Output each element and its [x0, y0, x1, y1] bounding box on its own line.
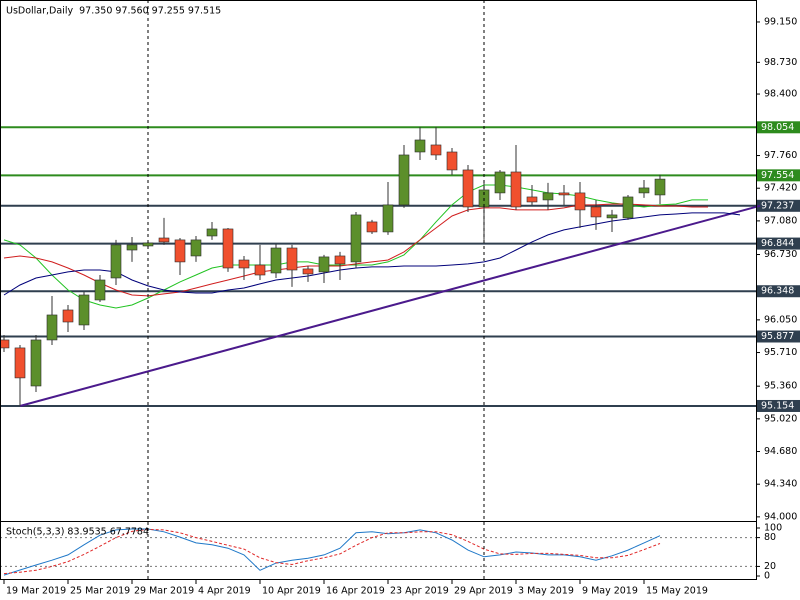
level-label-box: [757, 199, 800, 212]
level-label-box: [757, 399, 800, 412]
candle-body: [254, 264, 266, 276]
candle-body: [158, 237, 170, 243]
candle-body: [526, 196, 538, 203]
candle-body: [574, 192, 586, 211]
candle-body: [414, 139, 426, 153]
y-tick-label: 94.000: [764, 511, 797, 522]
candle-body: [174, 239, 186, 263]
level-label: 96.844: [761, 238, 794, 249]
x-tick-label: 19 Mar 2019: [6, 586, 66, 597]
y-tick-label: 80: [764, 532, 776, 543]
y-tick-label: 97.080: [764, 215, 797, 226]
y-tick-label: 95.710: [764, 347, 797, 358]
x-tick-label: 4 Apr 2019: [198, 586, 251, 597]
main-pane: 99.150 98.730 98.400 97.760 97.420 97.080 96.7…: [0, 16, 800, 522]
level-label: 96.348: [761, 286, 794, 297]
stoch-line: [3, 528, 661, 575]
candle-body: [302, 268, 314, 275]
y-tick-label: 94.340: [764, 479, 797, 490]
candle-body: [238, 259, 250, 269]
candle-body: [142, 242, 154, 247]
x-tick-label: 29 Apr 2019: [454, 586, 513, 597]
y-tick-label: 98.400: [764, 89, 797, 100]
candle-body: [318, 256, 330, 273]
candle-body: [126, 244, 138, 251]
chart-title: UsDollar,Daily 97.350 97.560 97.255 97.5…: [6, 6, 221, 17]
candle-body: [222, 228, 234, 269]
y-tick-label: 0: [764, 571, 770, 582]
y-tick-label: 96.050: [764, 314, 797, 325]
level-label-box: [757, 121, 800, 134]
x-tick-label: 16 Apr 2019: [326, 586, 385, 597]
candle-body: [638, 187, 650, 194]
candle-body: [46, 314, 58, 341]
level-label-box: [757, 285, 800, 298]
level-label: 97.554: [761, 170, 794, 181]
x-tick-label: 3 May 2019: [518, 586, 574, 597]
candle-body: [62, 309, 74, 323]
y-tick-label: 95.020: [764, 413, 797, 424]
candle-body: [382, 204, 394, 233]
candle-body: [14, 347, 26, 379]
candle-body: [558, 192, 570, 196]
y-tick-label: 100: [764, 523, 782, 534]
stoch-frame: [0, 521, 757, 580]
candle-body: [30, 339, 42, 387]
candle-body: [206, 228, 218, 237]
level-label: 95.154: [761, 400, 794, 411]
trendline: [19, 204, 761, 407]
candle-body: [654, 178, 666, 196]
candle-body: [446, 151, 458, 171]
stoch-line: [3, 528, 661, 576]
candle-body: [430, 144, 442, 156]
level-label-box: [757, 169, 800, 182]
level-label: 98.054: [761, 122, 794, 133]
y-tick-label: 99.150: [764, 16, 797, 27]
stoch-title: Stoch(5,3,3) 83.9535 67.7784: [6, 527, 149, 538]
y-tick-label: 97.420: [764, 183, 797, 194]
candle-body: [0, 339, 10, 349]
candle-body: [398, 154, 410, 206]
candle-body: [366, 221, 378, 233]
y-tick-label: 96.730: [764, 249, 797, 260]
y-tick-label: 97.760: [764, 150, 797, 161]
y-tick-label: 94.680: [764, 446, 797, 457]
x-tick-label: 29 Mar 2019: [134, 586, 194, 597]
x-tick-label: 23 Apr 2019: [390, 586, 449, 597]
candle-body: [622, 196, 634, 219]
candle-body: [510, 171, 522, 208]
x-tick-label: 25 Mar 2019: [70, 586, 130, 597]
y-tick-label: 98.730: [764, 57, 797, 68]
level-label-box: [757, 330, 800, 343]
candle-body: [606, 214, 618, 219]
x-tick-label: 15 May 2019: [646, 586, 708, 597]
x-tick-label: 10 Apr 2019: [262, 586, 321, 597]
candle-body: [94, 279, 106, 301]
candle-body: [286, 247, 298, 271]
x-tick-label: 9 May 2019: [582, 586, 638, 597]
level-label-box: [757, 237, 800, 250]
candle-body: [190, 239, 202, 257]
level-label: 95.877: [761, 331, 794, 342]
level-label: 97.237: [761, 200, 794, 211]
candle-body: [494, 171, 506, 194]
y-tick-label: 20: [764, 561, 776, 572]
candle-body: [462, 169, 474, 208]
candle-body: [542, 192, 554, 201]
candle-body: [270, 247, 282, 274]
candle-body: [78, 294, 90, 326]
candle-body: [334, 255, 346, 265]
moving-average: [3, 212, 741, 296]
candle-body: [110, 244, 122, 279]
candle-body: [590, 206, 602, 218]
y-tick-label: 95.360: [764, 381, 797, 392]
candle-body: [350, 214, 362, 263]
